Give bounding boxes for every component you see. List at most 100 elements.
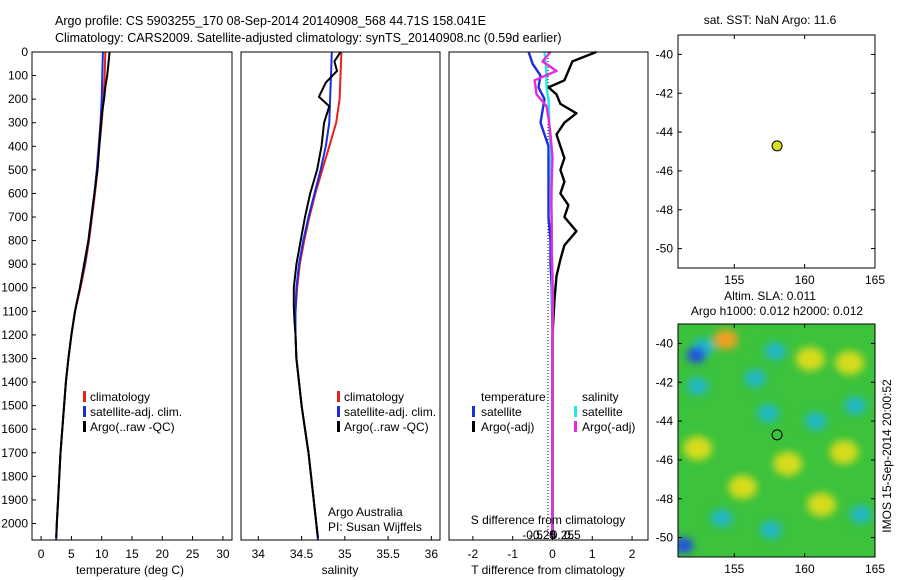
sla-anomaly-blob [795, 346, 825, 371]
y-tick-label: 800 [8, 234, 28, 248]
sla-anomaly-blob [744, 369, 767, 388]
sla-anomaly-blob [850, 505, 872, 524]
sla-anomaly-blobs [678, 329, 872, 554]
argo-australia-label: Argo Australia [328, 505, 403, 519]
y-tick-label: 1000 [1, 281, 28, 295]
temperature-legend: climatology satellite-adj. clim. Argo(..… [83, 390, 182, 434]
x-tick-label: 35 [338, 547, 352, 561]
t-difference-label: T difference from climatology [471, 563, 625, 577]
figure-title-line1: Argo profile: CS 5903255_170 08-Sep-2014… [55, 14, 486, 28]
figure-title-line2: Climatology: CARS2009. Satellite-adjuste… [55, 31, 562, 45]
sla-map-frame [677, 323, 876, 558]
difference-legend: temperature salinity satellite Argo(-adj… [472, 390, 635, 434]
temperature-x-axis: 0 5 10 15 20 25 30 [38, 536, 230, 561]
x-tick-label: 155 [724, 273, 744, 287]
difference-axes-frame [448, 51, 649, 541]
legend-s-argo-swatch [574, 421, 577, 432]
x-tick-label: 155 [724, 562, 744, 576]
y-tick-label: 400 [8, 139, 28, 153]
sla-anomaly-blob [807, 492, 836, 517]
y-tick-label: -50 [656, 242, 674, 256]
sla-anomaly-blob [805, 412, 827, 431]
series-line [294, 51, 343, 541]
x-tick-label: 2 [629, 547, 636, 561]
salinity-axes-frame [240, 51, 441, 541]
y-tick-label: -46 [656, 164, 674, 178]
y-tick-label: -46 [656, 453, 674, 467]
sla-anomaly-blob [844, 396, 867, 415]
x-tick-label: 34 [252, 547, 266, 561]
y-tick-label: 2000 [1, 516, 28, 530]
series-line [533, 51, 558, 538]
s-tick-label: -0.5 [522, 528, 543, 542]
sla-anomaly-blob [764, 342, 786, 361]
y-tick-label: -44 [656, 414, 674, 428]
y-tick-label: -42 [656, 86, 674, 100]
salinity-panel: 34 34.5 35 35.5 36 salinity climatology sate… [240, 51, 441, 577]
s-tick-label: -0.25 [529, 528, 557, 542]
sla-anomaly-blob [757, 404, 779, 423]
y-tick-label: 1600 [1, 422, 28, 436]
legend-climatology-swatch [83, 391, 86, 402]
legend-t-argo-label: Argo(-adj) [481, 420, 534, 434]
s-tick-label: 0.5 [564, 528, 581, 542]
position-map-title: sat. SST: NaN Argo: 11.6 [704, 13, 837, 27]
legend-t-satellite-swatch [472, 406, 475, 417]
series-line [55, 51, 107, 541]
y-tick-label: 1400 [1, 375, 28, 389]
y-tick-label: -42 [656, 375, 674, 389]
temperature-x-label: temperature (deg C) [76, 563, 184, 577]
s-difference-label: S difference from climatology [471, 513, 626, 527]
temperature-series-group [55, 51, 111, 541]
float-position-marker [771, 429, 783, 441]
legend-satellite-swatch [83, 406, 86, 417]
x-tick-label: 5 [68, 547, 75, 561]
sla-title-line2: Argo h1000: 0.012 h2000: 0.012 [691, 304, 863, 318]
legend-s-satellite-swatch [574, 406, 577, 417]
y-tick-label: 300 [8, 116, 28, 130]
legend-argo-swatch [83, 421, 86, 432]
y-tick-label: 200 [8, 92, 28, 106]
x-tick-label: 0 [38, 547, 45, 561]
x-tick-label: 160 [795, 273, 815, 287]
position-map-axes: -40 -42 -44 -46 -48 -50 155 160 165 [656, 35, 885, 287]
y-tick-label: 0 [21, 45, 28, 59]
legend-climatology-label: climatology [90, 390, 150, 404]
x-tick-label: 20 [156, 547, 170, 561]
salinity-x-axis: 34 34.5 35 35.5 36 [252, 536, 439, 561]
sla-anomaly-blob [713, 329, 738, 350]
y-tick-label: 100 [8, 69, 28, 83]
sla-anomaly-blob [678, 537, 694, 554]
x-tick-label: 36 [425, 547, 439, 561]
y-tick-label: 1500 [1, 399, 28, 413]
x-tick-label: 34.5 [290, 547, 314, 561]
legend-s-satellite-label: satellite [582, 405, 623, 419]
x-tick-label: 0 [549, 547, 556, 561]
sla-anomaly-blob [728, 475, 758, 500]
legend-s-argo-label: Argo(-adj) [582, 420, 635, 434]
y-tick-label: 1900 [1, 493, 28, 507]
legend-climatology-label: climatology [344, 390, 404, 404]
imos-timestamp: IMOS 15-Sep-2014 20:00:52 [880, 379, 894, 533]
y-tick-label: -40 [656, 336, 674, 350]
y-tick-label: 1800 [1, 469, 28, 483]
y-tick-label: -48 [656, 492, 674, 506]
y-tick-label: 600 [8, 186, 28, 200]
x-tick-label: 10 [95, 547, 109, 561]
legend-argo-swatch [337, 421, 340, 432]
salinity-legend: climatology satellite-adj. clim. Argo(..… [337, 390, 436, 434]
y-tick-label: 1100 [2, 304, 28, 318]
pi-label: PI: Susan Wijffels [328, 520, 422, 534]
y-tick-label: 900 [8, 257, 28, 271]
x-tick-label: -1 [507, 547, 518, 561]
legend-argo-label: Argo(..raw -QC) [90, 420, 175, 434]
x-tick-label: 30 [216, 547, 230, 561]
position-map-frame [677, 34, 876, 269]
position-map-panel: sat. SST: NaN Argo: 11.6 -40 -42 -44 -46 -48… [656, 13, 886, 287]
x-tick-label: 165 [865, 273, 885, 287]
difference-x-axis: -2 -1 0 1 2 [468, 536, 636, 561]
sla-anomaly-blob [760, 520, 782, 539]
legend-satellite-label: satellite-adj. clim. [90, 405, 182, 419]
salinity-x-label: salinity [322, 563, 359, 577]
x-tick-label: 35.5 [376, 547, 400, 561]
